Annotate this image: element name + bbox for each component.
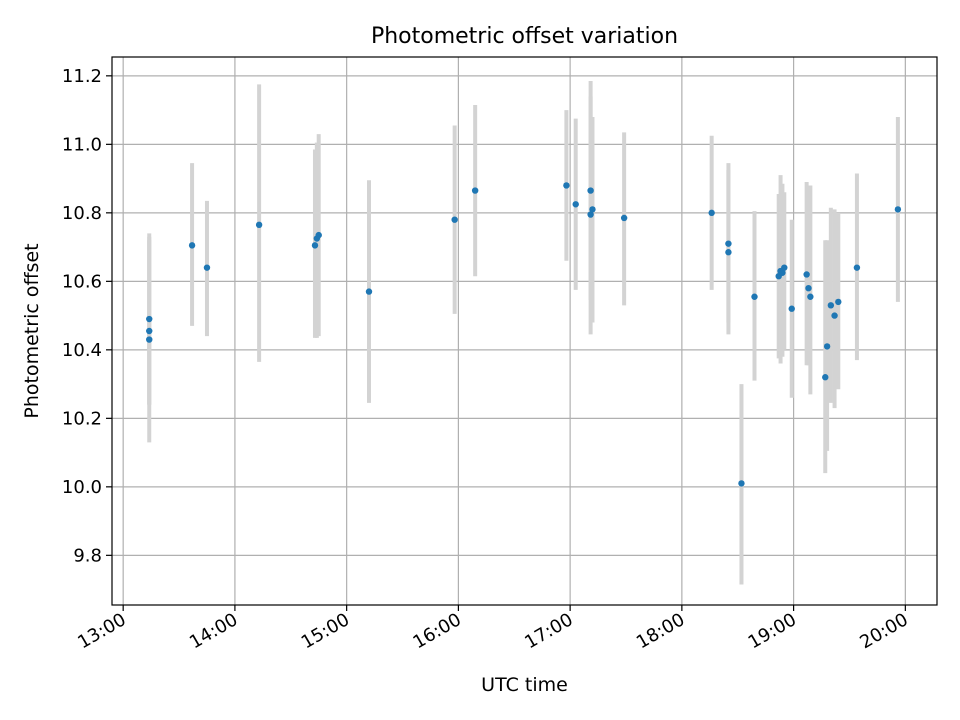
data-point — [451, 216, 458, 223]
data-point — [563, 182, 570, 189]
grid-lines — [112, 57, 937, 605]
data-point — [146, 336, 153, 343]
y-tick-label: 11.0 — [62, 134, 102, 155]
data-point — [146, 315, 153, 323]
y-tick-label: 11.2 — [62, 66, 102, 87]
data-points — [146, 182, 902, 487]
data-point — [751, 293, 758, 300]
data-point — [587, 187, 594, 194]
data-point — [823, 343, 831, 350]
data-point — [708, 209, 715, 217]
data-point — [255, 221, 263, 229]
y-tick-label: 9.8 — [73, 545, 102, 566]
data-point — [831, 312, 838, 319]
data-point — [620, 214, 628, 222]
data-point — [853, 264, 861, 271]
data-point — [311, 242, 319, 249]
data-point — [781, 264, 788, 271]
data-point — [365, 288, 373, 295]
data-point — [188, 242, 196, 249]
data-point — [589, 206, 596, 213]
data-point — [725, 240, 732, 247]
y-tick-label: 10.4 — [62, 340, 102, 361]
data-point — [827, 302, 835, 309]
y-tick-label: 10.0 — [62, 477, 102, 498]
data-point — [779, 269, 786, 276]
data-point — [315, 231, 322, 239]
y-axis-ticks: 9.8 10.0 10.2 10.4 10.6 10.8 11.0 11.2 — [62, 66, 112, 566]
y-tick-label: 10.6 — [62, 271, 102, 292]
data-point — [835, 298, 842, 306]
data-point — [587, 211, 594, 218]
data-point — [803, 271, 810, 278]
data-point — [725, 249, 732, 256]
data-point — [572, 201, 579, 208]
data-point — [807, 293, 814, 300]
x-axis-label: UTC time — [481, 674, 568, 696]
data-point — [738, 480, 745, 487]
data-point — [894, 206, 902, 213]
y-tick-label: 10.2 — [62, 408, 102, 429]
y-axis-label: Photometric offset — [21, 243, 43, 418]
data-point — [805, 284, 812, 292]
chart-title: Photometric offset variation — [371, 24, 678, 49]
data-point — [788, 305, 795, 312]
data-point — [203, 264, 211, 271]
data-point — [146, 327, 153, 335]
data-point — [471, 187, 479, 194]
y-tick-label: 10.8 — [62, 203, 102, 224]
data-point — [822, 374, 829, 381]
plot-frame — [111, 56, 938, 606]
